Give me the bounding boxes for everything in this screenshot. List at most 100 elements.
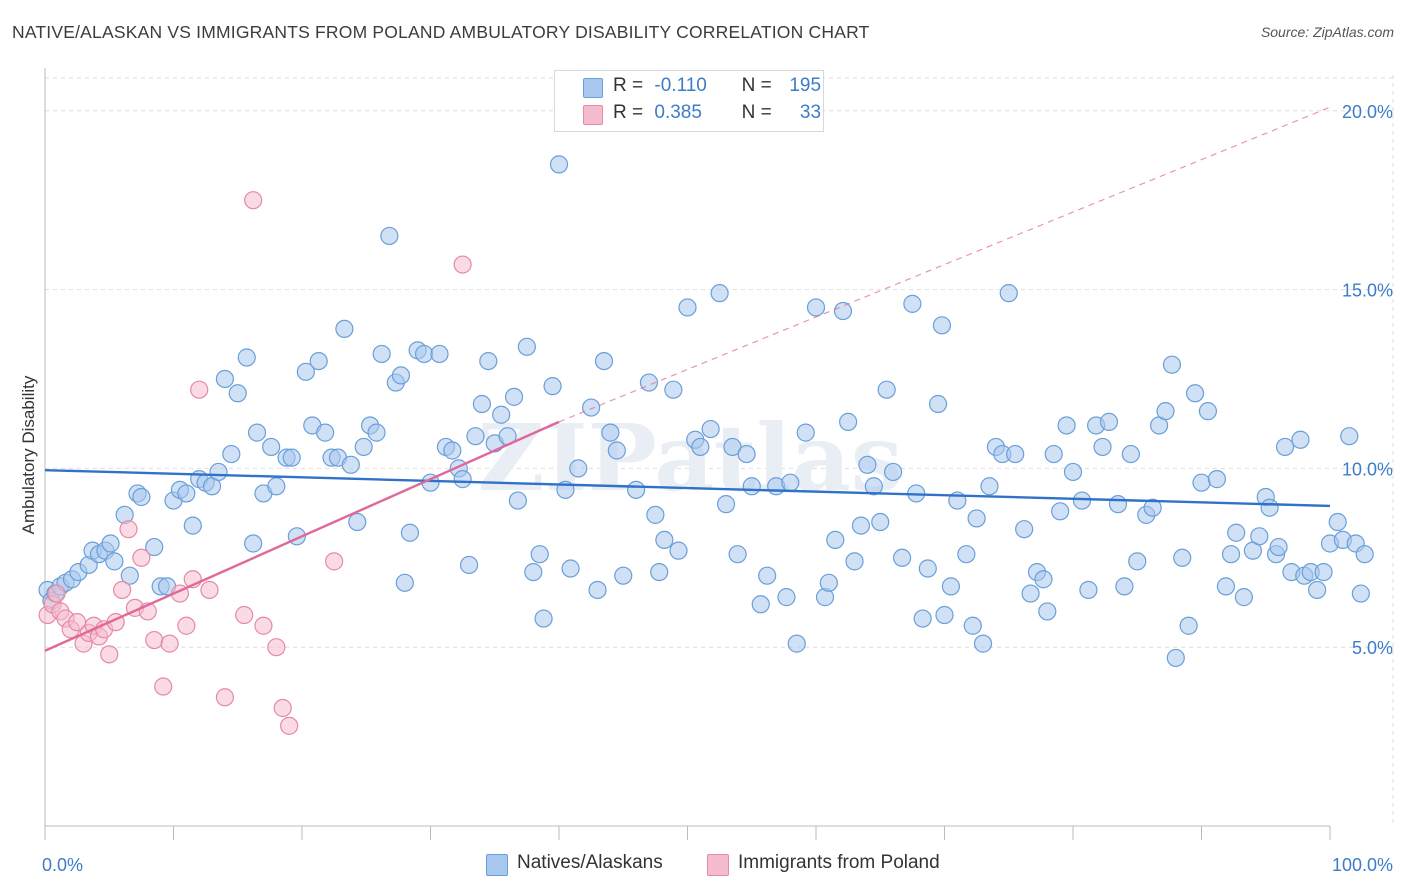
- data-point-natives: [1314, 562, 1333, 582]
- data-point-poland: [453, 255, 472, 274]
- poland-points: [38, 191, 472, 735]
- legend-r-label: R =: [613, 75, 644, 96]
- data-point-natives: [1093, 437, 1112, 457]
- legend-swatch-poland: [583, 105, 603, 125]
- data-point-natives: [209, 462, 228, 482]
- trend-line-natives: [44, 468, 1331, 508]
- data-point-natives: [1185, 384, 1205, 403]
- data-point-natives: [296, 362, 315, 381]
- data-point-poland: [200, 580, 219, 600]
- data-point-natives: [504, 387, 524, 406]
- bottom-legend-swatch-poland: [707, 854, 729, 876]
- x-tick-label-0: 0.0%: [42, 855, 83, 875]
- data-point-natives: [466, 427, 485, 446]
- data-point-poland: [190, 380, 209, 399]
- data-point-natives: [1021, 584, 1040, 603]
- data-point-poland: [235, 605, 254, 625]
- data-point-natives: [569, 459, 588, 478]
- data-point-natives: [1275, 437, 1295, 457]
- data-point-natives: [858, 455, 877, 474]
- data-point-poland: [244, 191, 263, 210]
- watermark: ZIPatlas: [477, 404, 902, 512]
- data-point-natives: [941, 577, 961, 596]
- data-point-poland: [119, 520, 138, 539]
- y-tick-label: 10.0%: [1342, 459, 1393, 479]
- data-point-natives: [1308, 580, 1327, 600]
- data-point-poland: [177, 616, 196, 635]
- data-point-natives: [1250, 527, 1269, 546]
- data-point-poland: [132, 548, 151, 567]
- data-point-natives: [132, 487, 151, 507]
- data-point-natives: [1063, 462, 1083, 482]
- data-point-natives: [710, 284, 729, 303]
- data-point-natives: [614, 566, 633, 585]
- data-point-natives: [737, 444, 756, 464]
- data-point-natives: [1234, 588, 1254, 607]
- data-point-natives: [492, 405, 511, 424]
- data-point-natives: [459, 555, 479, 575]
- data-point-natives: [594, 351, 614, 371]
- data-point-natives: [928, 394, 948, 414]
- y-tick-label: 15.0%: [1342, 281, 1393, 301]
- data-point-natives: [1006, 444, 1025, 464]
- data-point-natives: [967, 509, 986, 528]
- data-point-natives: [267, 477, 286, 496]
- data-point-natives: [796, 423, 815, 442]
- data-point-poland: [254, 616, 273, 635]
- legend-r-label: R =: [613, 102, 644, 123]
- data-point-natives: [145, 537, 164, 557]
- data-point-natives: [400, 523, 420, 542]
- data-point-natives: [244, 534, 263, 553]
- data-point-poland: [273, 698, 292, 718]
- data-point-natives: [534, 609, 553, 628]
- legend-n-value: 33: [799, 102, 822, 123]
- data-point-natives: [877, 380, 896, 399]
- data-point-natives: [1038, 602, 1057, 621]
- data-point-natives: [1015, 520, 1034, 539]
- data-point-natives: [524, 562, 543, 582]
- data-point-natives: [833, 301, 853, 321]
- data-point-natives: [650, 562, 669, 582]
- data-point-natives: [282, 448, 301, 467]
- data-point-natives: [508, 491, 527, 510]
- data-point-natives: [864, 477, 883, 496]
- data-point-natives: [588, 580, 607, 600]
- data-point-natives: [561, 559, 580, 578]
- trend-line-poland-extension: [558, 106, 1331, 423]
- data-point-natives: [777, 588, 796, 607]
- data-point-natives: [1207, 470, 1227, 489]
- data-point-natives: [999, 284, 1018, 303]
- data-point-natives: [1291, 430, 1310, 449]
- data-point-natives: [105, 552, 124, 571]
- data-point-natives: [549, 155, 569, 174]
- data-point-natives: [530, 545, 549, 564]
- trend-layer: [44, 106, 1331, 652]
- data-point-natives: [247, 423, 267, 442]
- data-point-natives: [367, 423, 386, 442]
- legend-n-label: N =: [741, 75, 772, 96]
- data-point-natives: [1079, 580, 1098, 600]
- data-point-natives: [443, 441, 462, 460]
- bottom-legend-label-poland: Immigrants from Poland: [738, 852, 940, 873]
- chart-title: NATIVE/ALASKAN VS IMMIGRANTS FROM POLAND…: [12, 22, 870, 42]
- data-point-natives: [973, 634, 993, 653]
- data-point-natives: [839, 412, 858, 431]
- correlation-legend: R = -0.110 N = 195 R = 0.385 N = 33: [554, 70, 824, 132]
- data-point-natives: [607, 441, 626, 460]
- legend-r-value: 0.385: [654, 102, 702, 123]
- data-point-natives: [918, 559, 937, 578]
- data-point-natives: [723, 437, 742, 457]
- data-point-natives: [228, 384, 247, 403]
- legend-n-value: 195: [789, 75, 822, 96]
- data-point-natives: [742, 477, 761, 496]
- data-point-natives: [309, 351, 328, 371]
- data-point-natives: [1128, 552, 1147, 571]
- data-point-natives: [601, 423, 620, 442]
- data-point-natives: [1166, 648, 1185, 668]
- data-point-natives: [472, 394, 491, 414]
- data-point-natives: [669, 541, 688, 560]
- data-point-poland: [100, 645, 119, 664]
- data-point-natives: [664, 380, 683, 399]
- data-point-natives: [543, 377, 562, 396]
